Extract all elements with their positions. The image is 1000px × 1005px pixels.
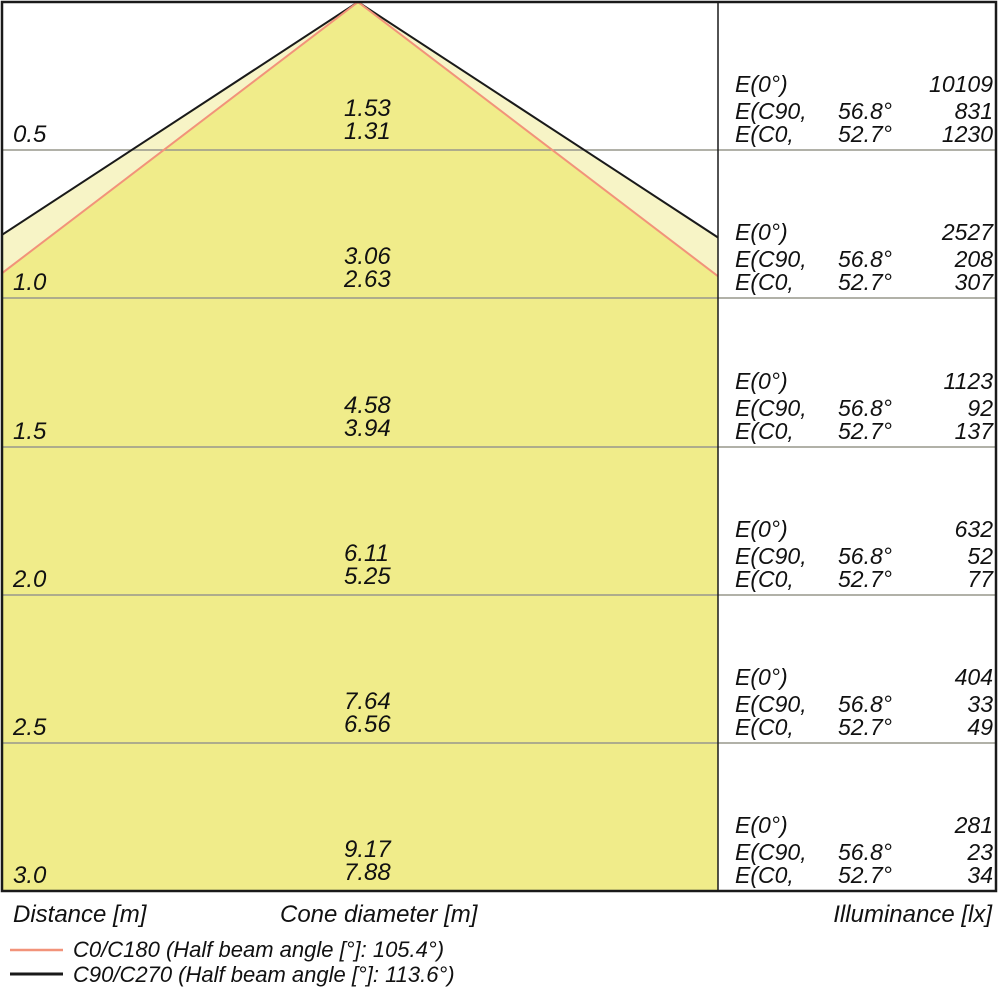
ec90-angle: 56.8° xyxy=(838,395,892,421)
cone-diameter-c90: 4.58 xyxy=(344,392,391,419)
e0-label: E(0°) xyxy=(735,219,788,245)
e0-label: E(0°) xyxy=(735,368,788,394)
axis-label-illuminance: Illuminance [lx] xyxy=(833,901,993,928)
cone-diameter-c0: 7.88 xyxy=(344,859,391,886)
e0-label: E(0°) xyxy=(735,71,788,97)
e0-value: 632 xyxy=(955,516,994,542)
cone-diameter-c90: 3.06 xyxy=(344,243,391,270)
legend-label-c0-c180: C0/C180 (Half beam angle [°]: 105.4°) xyxy=(73,937,444,962)
ec0-label: E(C0, xyxy=(735,269,794,295)
e0-value: 404 xyxy=(955,664,993,690)
cone-diameter-c90: 7.64 xyxy=(344,688,391,715)
ec0-value: 1230 xyxy=(942,121,993,147)
ec90-angle: 56.8° xyxy=(838,691,892,717)
axis-label-cone-diameter: Cone diameter [m] xyxy=(280,901,479,928)
ec0-value: 307 xyxy=(955,269,995,295)
ec0-angle: 52.7° xyxy=(838,862,892,888)
cone-diameter-c0: 2.63 xyxy=(343,266,391,293)
ec90-value: 33 xyxy=(967,691,993,717)
distance-label: 1.0 xyxy=(13,269,47,296)
ec0-label: E(C0, xyxy=(735,714,794,740)
distance-label: 2.5 xyxy=(12,714,47,741)
ec90-value: 52 xyxy=(967,543,993,569)
ec0-label: E(C0, xyxy=(735,121,794,147)
ec0-value: 34 xyxy=(967,862,993,888)
cone-diameter-c90: 9.17 xyxy=(344,836,392,863)
cone-diameter-c90: 1.53 xyxy=(344,95,391,122)
ec90-label: E(C90, xyxy=(735,691,807,717)
ec90-label: E(C90, xyxy=(735,246,807,272)
ec90-value: 23 xyxy=(966,839,993,865)
distance-label: 1.5 xyxy=(13,418,47,445)
gridlines xyxy=(3,149,995,744)
distance-label: 0.5 xyxy=(13,121,47,148)
e0-label: E(0°) xyxy=(735,812,788,838)
distance-label: 3.0 xyxy=(13,862,47,889)
cone-diameter-c90: 6.11 xyxy=(344,540,389,567)
chart-frame xyxy=(0,0,998,893)
distance-label: 2.0 xyxy=(12,566,47,593)
e0-value: 10109 xyxy=(929,71,993,97)
ec0-label: E(C0, xyxy=(735,418,794,444)
ec0-value: 49 xyxy=(967,714,993,740)
cone-diameter-c0: 5.25 xyxy=(344,563,391,590)
ec90-label: E(C90, xyxy=(735,395,807,421)
ec90-angle: 56.8° xyxy=(838,839,892,865)
ec90-value: 208 xyxy=(954,246,994,272)
ec0-value: 137 xyxy=(955,418,995,444)
ec90-label: E(C90, xyxy=(735,98,807,124)
ec0-angle: 52.7° xyxy=(838,121,892,147)
ec90-label: E(C90, xyxy=(735,839,807,865)
ec0-angle: 52.7° xyxy=(838,714,892,740)
e0-value: 2527 xyxy=(941,219,994,245)
ec0-angle: 52.7° xyxy=(838,418,892,444)
ec0-angle: 52.7° xyxy=(838,269,892,295)
ec90-angle: 56.8° xyxy=(838,246,892,272)
ec0-angle: 52.7° xyxy=(838,566,892,592)
cone-diameter-c0: 3.94 xyxy=(344,415,391,442)
ec90-angle: 56.8° xyxy=(838,98,892,124)
ec90-label: E(C90, xyxy=(735,543,807,569)
ec90-angle: 56.8° xyxy=(838,543,892,569)
e0-value: 281 xyxy=(954,812,993,838)
e0-label: E(0°) xyxy=(735,664,788,690)
cone-diameter-c0: 1.31 xyxy=(344,118,391,145)
e0-value: 1123 xyxy=(944,368,994,394)
ec0-value: 77 xyxy=(967,566,994,592)
ec90-value: 831 xyxy=(955,98,993,124)
ec90-value: 92 xyxy=(967,395,993,421)
e0-label: E(0°) xyxy=(735,516,788,542)
axis-label-distance: Distance [m] xyxy=(13,901,148,928)
legend-label-c90-c270: C90/C270 (Half beam angle [°]: 113.6°) xyxy=(73,962,455,987)
ec0-label: E(C0, xyxy=(735,862,794,888)
ec0-label: E(C0, xyxy=(735,566,794,592)
cone-diameter-c0: 6.56 xyxy=(344,711,391,738)
